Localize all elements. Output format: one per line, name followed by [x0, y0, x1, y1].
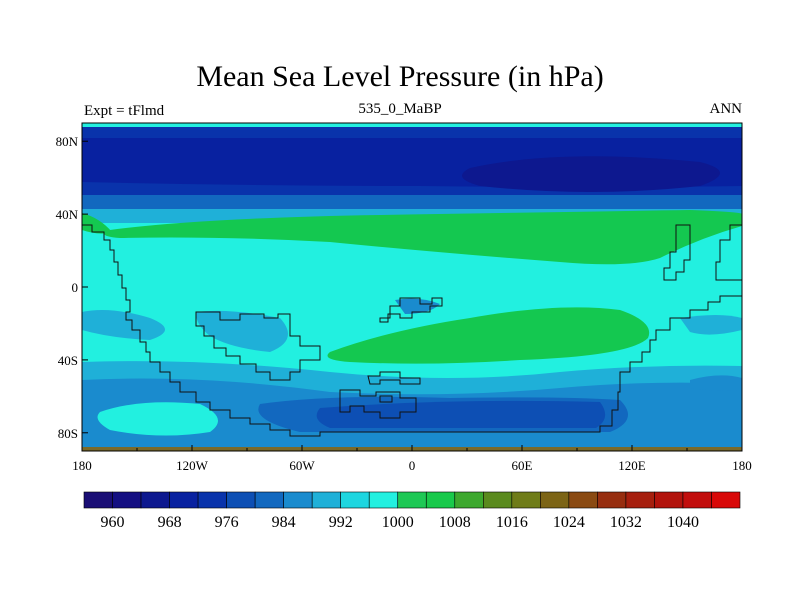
colorbar-swatch	[169, 491, 199, 509]
x-tick-label: 120E	[618, 458, 646, 473]
coast-east-island	[715, 224, 742, 281]
field-996-tropical-east	[680, 315, 742, 335]
contour-field	[82, 123, 742, 451]
colorbar: 960 968 976 984 992 1000 1008 1016 1024 1032 1040	[83, 491, 741, 531]
colorbar-swatch	[425, 491, 456, 509]
colorbar-swatch	[397, 491, 427, 509]
x-tick-label: 60E	[512, 458, 533, 473]
colorbar-label: 1032	[610, 514, 642, 531]
field-996-south-east	[690, 375, 742, 391]
y-tick-label: 80S	[58, 426, 78, 441]
x-tick-label: 0	[409, 458, 416, 473]
y-tick-label: 0	[72, 280, 79, 295]
colorbar-swatch	[311, 491, 341, 509]
colorbar-swatch	[682, 491, 712, 509]
x-tick-label: 180	[732, 458, 752, 473]
x-axis: 180 120W 60W 0 60E 120E 180	[72, 445, 752, 473]
field-1004-north	[104, 210, 742, 265]
colorbar-swatch	[654, 491, 684, 509]
x-tick-label: 180	[72, 458, 92, 473]
colorbar-swatch	[511, 491, 541, 509]
coast-africa-south	[367, 371, 421, 385]
y-tick-label: 40N	[56, 207, 79, 222]
coast-asia-peninsula	[663, 224, 691, 281]
colorbar-swatch	[226, 491, 256, 509]
experiment-label: Expt = tFlmd	[84, 103, 165, 119]
colorbar-swatch	[568, 491, 598, 509]
field-1000-antarctic	[97, 402, 218, 436]
colorbar-swatch	[283, 491, 313, 509]
colorbar-swatch	[597, 491, 627, 509]
colorbar-swatch	[197, 491, 227, 509]
field-968-north	[462, 156, 720, 192]
colorbar-label: 968	[158, 514, 182, 531]
y-tick-label: 40S	[58, 353, 78, 368]
field-996-tropical-west	[82, 310, 165, 340]
colorbar-label: 1008	[439, 514, 471, 531]
period-label: 535_0_MaBP	[358, 101, 442, 117]
colorbar-swatch	[711, 491, 741, 509]
coastlines	[82, 224, 742, 437]
colorbar-label: 992	[329, 514, 353, 531]
field-1004-south	[327, 307, 650, 364]
coast-antarctic-islet	[379, 395, 393, 403]
field-1004-west-edge	[82, 213, 112, 234]
colorbar-swatch	[112, 491, 142, 509]
coast-west-continent	[82, 224, 742, 437]
field-996-tropical-america	[195, 310, 288, 352]
season-label: ANN	[709, 101, 743, 117]
colorbar-label: 976	[215, 514, 239, 531]
colorbar-swatch	[340, 491, 370, 509]
colorbar-label: 1040	[667, 514, 699, 531]
colorbar-label: 1016	[496, 514, 528, 531]
colorbar-swatch	[540, 491, 570, 509]
colorbar-swatch	[625, 491, 655, 509]
colorbar-label: 1024	[553, 514, 585, 531]
x-tick-label: 60W	[289, 458, 315, 473]
y-tick-label: 80N	[56, 134, 79, 149]
colorbar-swatch	[483, 491, 513, 509]
coast-africa-north	[379, 297, 443, 323]
colorbar-swatch	[254, 491, 284, 509]
y-axis: 80N 40N 0 40S 80S	[56, 134, 88, 441]
colorbar-label: 1000	[382, 514, 414, 531]
colorbar-swatch	[140, 491, 170, 509]
field-1000-top	[82, 123, 742, 127]
colorbar-swatch	[83, 491, 113, 509]
coast-antarctic-pen	[339, 389, 417, 419]
coast-south-america	[195, 311, 321, 381]
colorbar-label: 984	[272, 514, 296, 531]
field-984-south	[316, 400, 606, 428]
colorbar-label: 960	[101, 514, 125, 531]
colorbar-swatch	[454, 491, 484, 509]
field-996-tropical-midline	[395, 298, 440, 314]
chart-title: Mean Sea Level Pressure (in hPa)	[196, 60, 604, 93]
x-tick-label: 120W	[176, 458, 209, 473]
colorbar-swatch	[368, 491, 399, 509]
